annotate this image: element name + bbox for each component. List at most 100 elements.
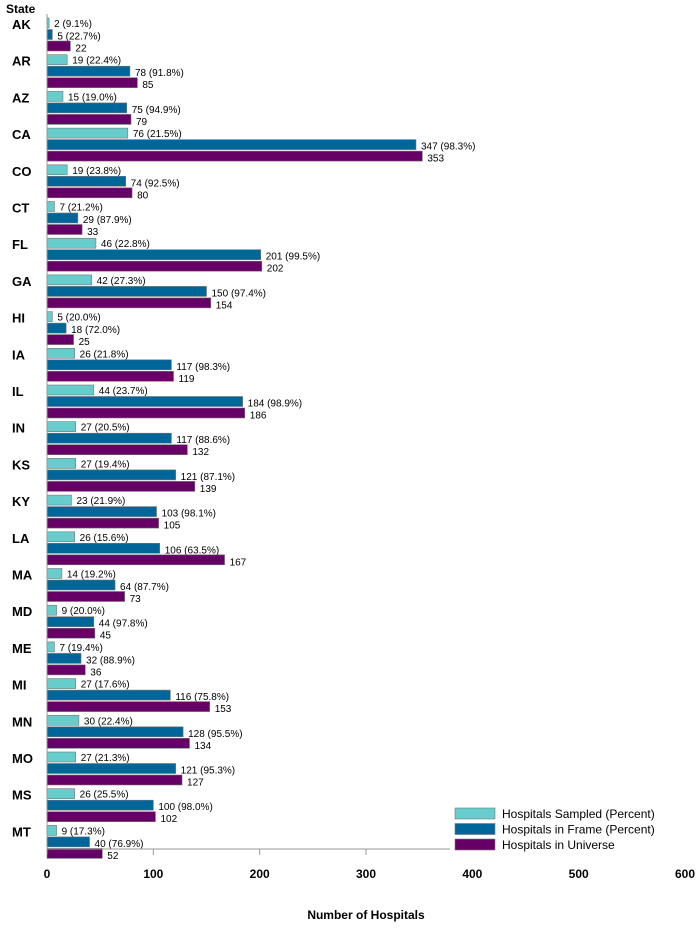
bar-frame <box>46 432 172 444</box>
bar-universe <box>46 260 263 272</box>
state-label: AZ <box>12 90 29 105</box>
data-label-universe: 132 <box>192 447 209 458</box>
data-label-universe: 353 <box>427 154 444 165</box>
data-label-frame: 121 (95.3%) <box>181 766 235 777</box>
data-label-sampled: 46 (22.8%) <box>101 239 150 250</box>
state-label: AK <box>12 17 31 32</box>
state-label: MO <box>12 751 33 766</box>
data-label-frame: 117 (98.3%) <box>176 362 230 373</box>
bar-sampled <box>46 458 77 469</box>
data-label-universe: 202 <box>267 264 284 275</box>
data-label-universe: 127 <box>187 778 204 789</box>
data-label-universe: 79 <box>136 117 148 128</box>
bar-frame <box>46 799 154 811</box>
state-label: GA <box>12 274 32 289</box>
bar-frame <box>46 506 157 517</box>
bar-frame <box>46 579 116 591</box>
state-label: LA <box>12 531 30 546</box>
bar-universe <box>46 737 190 749</box>
state-label: IN <box>12 421 25 436</box>
tick-label: 600 <box>675 867 695 881</box>
x-ticks: 0 100 200 300 400 500 600 <box>44 849 695 881</box>
state-label: MA <box>12 568 33 583</box>
data-label-universe: 153 <box>215 704 232 715</box>
data-label-frame: 116 (75.8%) <box>175 692 229 703</box>
bar-universe <box>46 664 86 676</box>
data-label-sampled: 15 (19.0%) <box>68 92 117 103</box>
bar-universe <box>46 701 210 712</box>
data-label-sampled: 2 (9.1%) <box>54 19 92 30</box>
tick-label: 200 <box>250 867 270 881</box>
data-label-sampled: 7 (19.4%) <box>59 643 102 654</box>
bar-universe <box>46 334 74 345</box>
data-label-frame: 32 (88.9%) <box>86 655 135 666</box>
bar-sampled <box>46 678 77 689</box>
data-label-universe: 52 <box>107 851 119 862</box>
bar-frame <box>46 469 176 481</box>
bar-sampled <box>46 54 68 66</box>
y-axis-title: State <box>6 2 36 16</box>
bar-frame <box>46 689 171 701</box>
data-label-sampled: 26 (25.5%) <box>80 790 129 801</box>
bar-universe <box>46 187 133 199</box>
bars-layer: AK 2 (9.1%) 5 (22.7%)22 AR 19 (22.4%) 78 (91.… <box>12 17 475 862</box>
bar-universe <box>46 554 225 566</box>
bar-frame <box>46 396 243 407</box>
bar-sampled <box>46 164 68 176</box>
legend-label: Hospitals in Universe <box>502 838 615 852</box>
bar-sampled <box>46 641 55 653</box>
bar-frame <box>46 616 95 628</box>
data-label-frame: 78 (91.8%) <box>135 68 184 79</box>
bar-frame <box>46 726 184 738</box>
data-label-sampled: 26 (21.8%) <box>80 349 129 360</box>
bar-universe <box>46 848 103 859</box>
bar-universe <box>46 370 174 382</box>
bar-universe <box>46 811 156 823</box>
bar-frame <box>46 249 262 260</box>
data-label-sampled: 27 (21.3%) <box>81 753 130 764</box>
state-label: IL <box>12 384 24 399</box>
data-label-universe: 139 <box>200 484 217 495</box>
bar-sampled <box>46 91 64 102</box>
data-label-frame: 150 (97.4%) <box>212 288 266 299</box>
data-label-universe: 134 <box>194 741 211 752</box>
state-label: IA <box>12 347 26 362</box>
data-label-universe: 36 <box>90 667 102 678</box>
bar-sampled <box>46 714 80 726</box>
legend-label: Hospitals Sampled (Percent) <box>502 807 655 821</box>
data-label-frame: 40 (76.9%) <box>95 839 144 850</box>
bar-universe <box>46 77 138 88</box>
data-label-frame: 29 (87.9%) <box>83 215 132 226</box>
legend-swatch <box>454 807 496 820</box>
data-label-sampled: 23 (21.9%) <box>76 496 125 507</box>
data-label-universe: 85 <box>142 80 154 91</box>
state-label: MS <box>12 788 32 803</box>
data-label-universe: 154 <box>216 300 233 311</box>
data-label-sampled: 30 (22.4%) <box>84 716 133 727</box>
data-label-sampled: 27 (20.5%) <box>81 423 130 434</box>
data-label-frame: 75 (94.9%) <box>132 105 181 116</box>
data-label-sampled: 27 (17.6%) <box>81 680 130 691</box>
data-label-universe: 105 <box>164 521 181 532</box>
bar-sampled <box>46 421 77 433</box>
state-label: ME <box>12 641 32 656</box>
data-label-universe: 22 <box>75 44 87 55</box>
data-label-universe: 167 <box>230 557 247 568</box>
bar-sampled <box>46 274 92 286</box>
data-label-frame: 18 (72.0%) <box>71 325 120 336</box>
data-label-frame: 64 (87.7%) <box>120 582 169 593</box>
bar-sampled <box>46 825 57 836</box>
bar-frame <box>46 359 172 371</box>
bar-frame <box>46 836 90 848</box>
tick-label: 100 <box>143 867 163 881</box>
data-label-frame: 100 (98.0%) <box>158 802 212 813</box>
data-label-universe: 45 <box>100 631 112 642</box>
bar-frame <box>46 29 53 40</box>
data-label-universe: 186 <box>250 411 267 422</box>
state-label: AR <box>12 54 31 69</box>
data-label-frame: 44 (97.8%) <box>99 619 148 630</box>
bar-sampled <box>46 127 129 139</box>
tick-label: 0 <box>44 867 51 881</box>
bar-sampled <box>46 604 57 616</box>
x-axis-title: Number of Hospitals <box>307 908 425 922</box>
